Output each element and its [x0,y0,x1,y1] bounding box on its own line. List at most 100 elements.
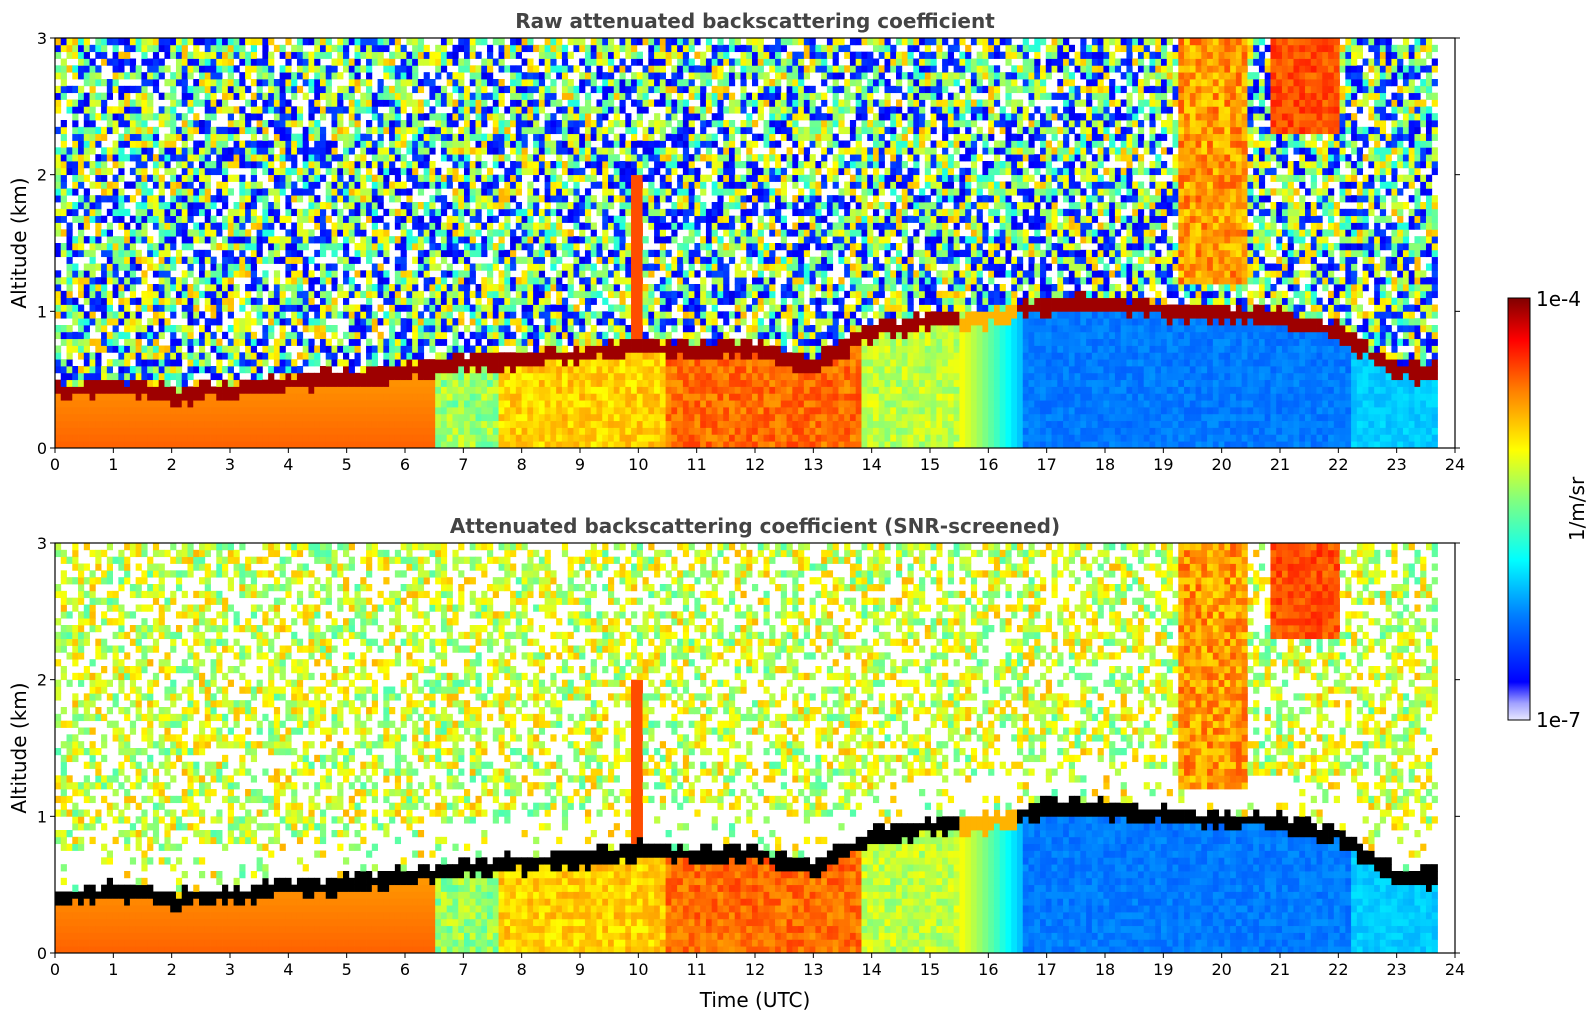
heatmap-cell [504,421,510,428]
heatmap-cell [458,428,464,435]
heatmap-cell [504,120,510,127]
heatmap-cell [395,318,401,325]
heatmap-cell [291,72,297,79]
heatmap-cell [476,175,482,182]
heatmap-cell [608,154,614,161]
heatmap-cell [262,79,268,86]
heatmap-cell [556,38,562,45]
heatmap-cell [625,359,631,366]
heatmap-cell [228,65,234,72]
heatmap-cell [366,284,372,291]
heatmap-cell [573,393,579,400]
heatmap-cell [349,332,355,339]
heatmap-cell [470,243,476,250]
heatmap-cell [55,346,61,353]
heatmap-cell [262,270,268,277]
heatmap-cell [573,106,579,113]
heatmap-cell [510,373,516,380]
heatmap-cell [90,161,96,168]
heatmap-cell [343,366,349,373]
heatmap-cell [113,113,119,120]
heatmap-cell [412,373,418,380]
heatmap-cell [141,195,147,202]
heatmap-cell [378,127,384,134]
heatmap-cell [383,113,389,120]
heatmap-cell [424,175,430,182]
heatmap-cell [222,236,228,243]
heatmap-cell [228,134,234,141]
heatmap-cell [228,229,234,236]
heatmap-cell [297,223,303,230]
heatmap-cell [78,168,84,175]
heatmap-cell [614,393,620,400]
heatmap-cell [280,359,286,366]
heatmap-cell [504,400,510,407]
heatmap-cell [211,72,217,79]
heatmap-cell [464,414,470,421]
heatmap-cell [211,332,217,339]
heatmap-cell [360,243,366,250]
heatmap-cell [314,147,320,154]
heatmap-cell [314,277,320,284]
heatmap-cell [101,346,107,353]
heatmap-cell [113,216,119,223]
heatmap-cell [383,168,389,175]
heatmap-cell [337,359,343,366]
heatmap-cell [355,38,361,45]
heatmap-cell [113,441,119,448]
heatmap-cell [556,414,562,421]
heatmap-cell [435,428,441,435]
heatmap-cell [435,332,441,339]
heatmap-cell [573,147,579,154]
heatmap-cell [118,243,124,250]
heatmap-cell [107,106,113,113]
heatmap-cell [481,195,487,202]
heatmap-cell [389,86,395,93]
heatmap-cell [234,134,240,141]
heatmap-cell [349,305,355,312]
heatmap-cell [164,236,170,243]
heatmap-cell [343,270,349,277]
heatmap-cell [539,141,545,148]
heatmap-cell [199,434,205,441]
heatmap-cell [412,305,418,312]
heatmap-cell [493,441,499,448]
heatmap-cell [216,298,222,305]
heatmap-cell [522,366,528,373]
heatmap-cell [372,182,378,189]
heatmap-cell [268,202,274,209]
heatmap-cell [222,243,228,250]
heatmap-cell [504,414,510,421]
heatmap-cell [447,441,453,448]
heatmap-cell [441,305,447,312]
heatmap-cell [620,352,626,359]
heatmap-cell [251,38,257,45]
heatmap-cell [153,243,159,250]
heatmap-cell [101,393,107,400]
heatmap-cell [395,373,401,380]
heatmap-cell [620,182,626,189]
heatmap-cell [95,113,101,120]
heatmap-cell [504,134,510,141]
heatmap-cell [481,243,487,250]
heatmap-cell [55,291,61,298]
heatmap-cell [320,264,326,271]
heatmap-cell [95,264,101,271]
heatmap-cell [435,359,441,366]
heatmap-cell [464,127,470,134]
heatmap-cell [562,195,568,202]
heatmap-cell [596,359,602,366]
heatmap-cell [170,441,176,448]
heatmap-cell [95,380,101,387]
heatmap-cell [614,106,620,113]
heatmap-cell [136,134,142,141]
heatmap-cell [153,366,159,373]
heatmap-cell [568,38,574,45]
heatmap-cell [487,168,493,175]
heatmap-cell [625,291,631,298]
heatmap-cell [550,141,556,148]
heatmap-cell [372,291,378,298]
heatmap-cell [153,387,159,394]
heatmap-cell [187,421,193,428]
heatmap-cell [366,277,372,284]
